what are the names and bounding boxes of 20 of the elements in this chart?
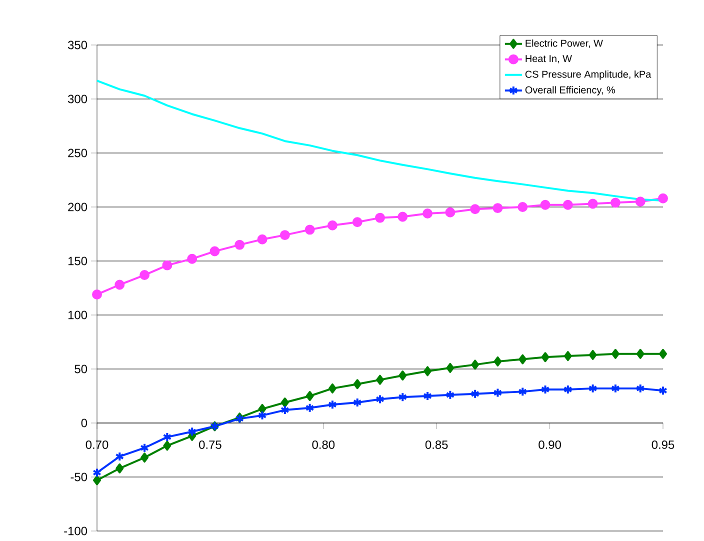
x-tick-label: 0.85 (425, 440, 448, 449)
y-tick-label: -50 (70, 472, 88, 482)
legend-label: CS Pressure Amplitude, kPa (525, 70, 652, 80)
legend-label: Electric Power, W (526, 39, 603, 48)
x-tick-label: 0.95 (652, 440, 674, 449)
x-tick-label: 0.90 (538, 440, 561, 449)
y-tick-label: 250 (68, 148, 88, 158)
legend-label: Heat In, W (526, 55, 572, 64)
y-tick-label: 350 (68, 40, 88, 50)
y-tick-label: 0 (81, 418, 88, 428)
legend-label: Overall Efficiency, % (525, 86, 616, 96)
x-tick-label: 0.70 (86, 440, 108, 449)
x-tick-label: 0.75 (199, 440, 222, 449)
y-tick-label: 50 (74, 364, 88, 374)
y-tick-label: 300 (68, 94, 88, 104)
y-tick-label: 100 (68, 310, 88, 320)
y-tick-label: 200 (68, 202, 88, 212)
x-tick-label: 0.80 (312, 440, 335, 449)
y-tick-label: 150 (68, 256, 88, 266)
y-tick-label: -100 (64, 526, 88, 536)
